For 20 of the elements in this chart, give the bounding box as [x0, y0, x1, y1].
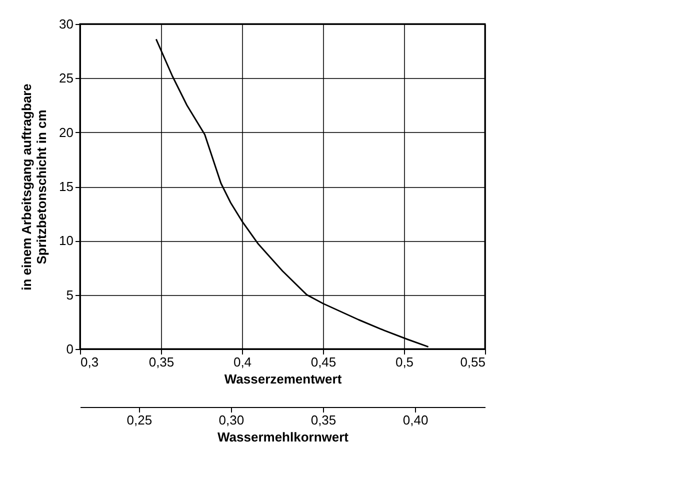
x2-axis-title: Wassermehlkornwert	[217, 430, 350, 444]
x-axis-title: Wasserzementwert	[224, 372, 342, 386]
y-tick-label: 15	[59, 179, 74, 194]
x-tick-label: 0,4	[233, 354, 252, 370]
x-tick-label: 0,45	[310, 354, 336, 370]
y-axis-title: in einem Arbeitsgang auftragbare Spritzbetonschicht in cm	[19, 84, 50, 290]
x-tick-label: 0,55	[460, 354, 486, 370]
y-tick-label: 25	[59, 70, 74, 86]
x2-tick-label: 0,40	[402, 412, 428, 428]
y-tick-label: 30	[59, 16, 74, 32]
y-tick-label: 10	[59, 233, 74, 248]
y-tick-label: 5	[66, 287, 74, 302]
x-tick-label: 0,35	[148, 354, 174, 370]
x2-tick-label: 0,35	[310, 412, 336, 428]
y-tick-label: 20	[59, 124, 74, 140]
x2-tick-label: 0,25	[126, 412, 152, 428]
x-tick-label: 0,3	[80, 354, 99, 370]
x2-tick-label: 0,30	[218, 412, 244, 428]
y-tick-label: 0	[66, 342, 74, 356]
x-tick-label: 0,5	[395, 354, 414, 370]
